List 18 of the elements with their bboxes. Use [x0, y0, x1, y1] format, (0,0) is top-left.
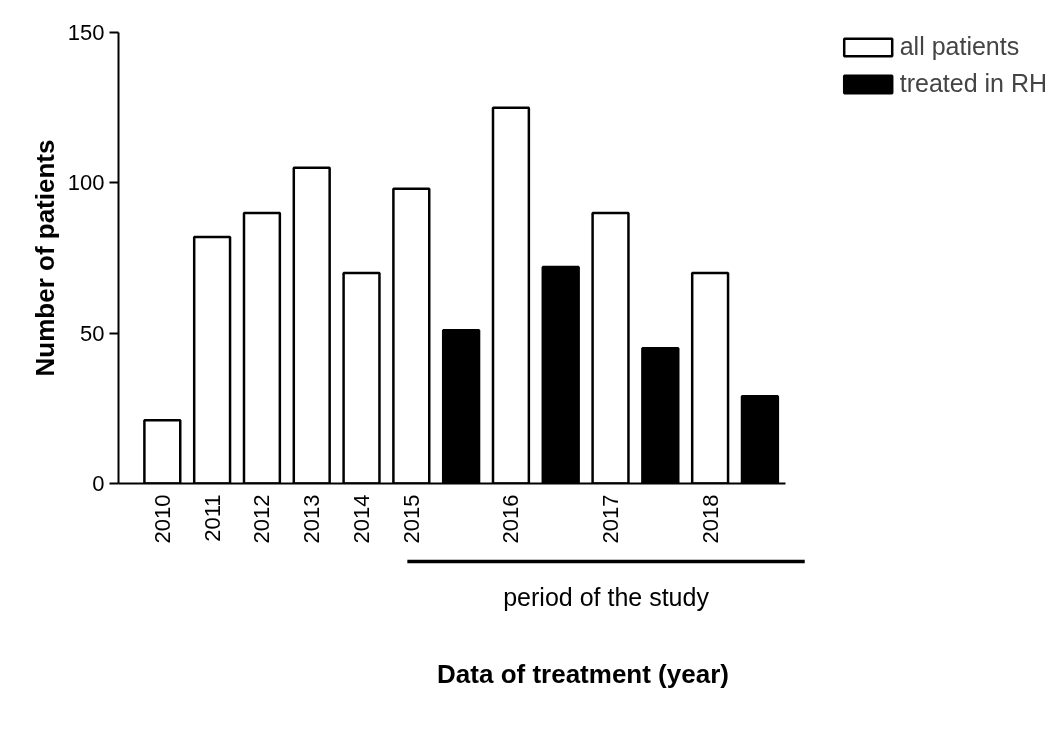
x-tick-label: 2010	[149, 494, 175, 544]
x-tick-label: 2012	[249, 494, 275, 544]
x-tick-label: 2016	[498, 494, 524, 544]
x-tick-label: 2018	[697, 494, 723, 544]
text: period of the study	[503, 582, 710, 611]
x-tick-label: 2015	[398, 494, 424, 544]
x-tick-label: 2017	[598, 494, 624, 544]
y-axis-title: Number of patients	[29, 139, 60, 377]
y-tick-label: 50	[80, 320, 105, 346]
y-tick-label: 150	[67, 20, 105, 45]
y-tick-label: 100	[67, 170, 105, 196]
x-tick-label: 2011	[199, 494, 225, 542]
x-axis-title: Data of treatment (year)	[437, 658, 729, 689]
legend-label: all patients	[899, 32, 1020, 61]
legend-label: treated in RH	[899, 69, 1047, 98]
x-tick-label: 2013	[299, 494, 325, 544]
x-tick-label: 2014	[349, 494, 375, 544]
y-tick-label: 0	[92, 471, 105, 496]
